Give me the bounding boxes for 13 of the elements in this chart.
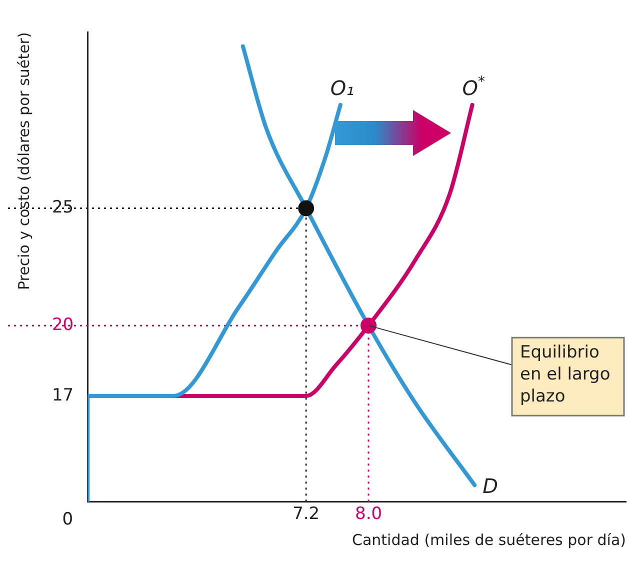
x-tick-label: 7.2	[292, 504, 320, 524]
annotation: Equilibrio en el largo plazo	[520, 342, 610, 406]
series-label: O₁	[330, 76, 354, 100]
y-axis-title: Precio y costo (dólares por suéter)	[14, 32, 33, 290]
text: 0	[62, 510, 74, 530]
line-series	[240, 44, 477, 488]
series-label: O*	[462, 74, 486, 100]
series-label: D	[482, 474, 498, 498]
y-tick-label: 17	[52, 385, 74, 406]
y-tick-label: 25	[52, 198, 74, 218]
x-tick-label: 8.0	[354, 504, 382, 524]
x-axis-title: Cantidad (miles de suéteres por día)	[352, 530, 626, 549]
y-tick-label: 20	[52, 314, 74, 335]
